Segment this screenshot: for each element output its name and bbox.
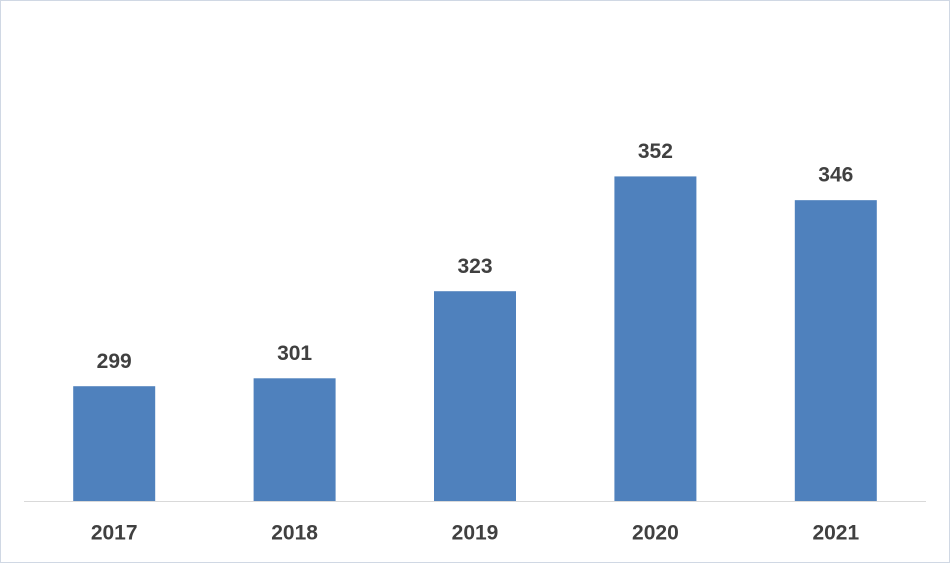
data-label: 346 — [818, 164, 853, 187]
data-label: 352 — [638, 140, 673, 163]
bar — [614, 176, 697, 501]
x-tick-label: 2017 — [91, 522, 138, 545]
x-tick-label: 2020 — [632, 522, 679, 545]
bar — [434, 291, 516, 501]
bar — [73, 386, 156, 501]
data-label: 323 — [457, 255, 492, 278]
x-tick-label: 2019 — [452, 522, 499, 545]
data-label: 299 — [97, 350, 132, 373]
x-tick-label: 2018 — [271, 522, 318, 545]
data-label: 301 — [277, 342, 312, 365]
bar — [253, 378, 336, 501]
bar — [794, 200, 877, 501]
x-tick-label: 2021 — [812, 522, 859, 545]
